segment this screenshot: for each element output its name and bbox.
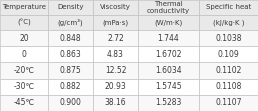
Bar — [48, 62, 93, 79]
Text: 38.16: 38.16 — [105, 98, 126, 107]
Text: 2.72: 2.72 — [107, 34, 124, 43]
Bar — [93, 79, 138, 95]
Text: 1.744: 1.744 — [157, 34, 179, 43]
Bar — [0, 95, 48, 111]
Bar — [0, 15, 48, 30]
Bar — [199, 46, 258, 62]
Bar — [138, 46, 199, 62]
Bar — [199, 0, 258, 15]
Bar — [138, 0, 199, 15]
Bar — [93, 62, 138, 79]
Text: 0.875: 0.875 — [59, 66, 81, 75]
Bar — [48, 79, 93, 95]
Bar — [48, 95, 93, 111]
Text: (kJ/kg·K ): (kJ/kg·K ) — [213, 19, 244, 26]
Text: -20℃: -20℃ — [13, 66, 34, 75]
Text: 20: 20 — [19, 34, 29, 43]
Bar — [199, 30, 258, 46]
Bar — [138, 15, 199, 30]
Text: 12.52: 12.52 — [105, 66, 126, 75]
Bar — [48, 46, 93, 62]
Text: 20.93: 20.93 — [104, 82, 126, 91]
Text: (W/m·K): (W/m·K) — [154, 19, 182, 26]
Bar — [0, 46, 48, 62]
Bar — [138, 62, 199, 79]
Text: 0.863: 0.863 — [59, 50, 81, 59]
Bar — [0, 0, 48, 15]
Bar — [93, 15, 138, 30]
Text: Viscosity: Viscosity — [100, 4, 131, 11]
Bar — [93, 95, 138, 111]
Text: 0.1108: 0.1108 — [215, 82, 241, 91]
Bar — [0, 79, 48, 95]
Text: 0.900: 0.900 — [59, 98, 81, 107]
Text: Specific heat: Specific heat — [206, 4, 251, 11]
Text: 1.6034: 1.6034 — [155, 66, 182, 75]
Text: (°C): (°C) — [17, 19, 31, 26]
Bar — [199, 95, 258, 111]
Bar — [138, 95, 199, 111]
Bar — [138, 79, 199, 95]
Bar — [93, 30, 138, 46]
Bar — [199, 62, 258, 79]
Text: 0.848: 0.848 — [60, 34, 81, 43]
Text: 0.1102: 0.1102 — [215, 66, 241, 75]
Text: Thermal
conductivity: Thermal conductivity — [147, 1, 190, 14]
Bar — [93, 0, 138, 15]
Text: Density: Density — [57, 4, 84, 11]
Text: Temperature: Temperature — [2, 4, 46, 11]
Text: -30℃: -30℃ — [13, 82, 34, 91]
Bar — [0, 30, 48, 46]
Text: 0.1107: 0.1107 — [215, 98, 241, 107]
Bar — [0, 62, 48, 79]
Bar — [138, 30, 199, 46]
Text: 1.5745: 1.5745 — [155, 82, 182, 91]
Bar — [48, 15, 93, 30]
Text: -45℃: -45℃ — [13, 98, 34, 107]
Text: 0.1038: 0.1038 — [215, 34, 241, 43]
Text: 1.6702: 1.6702 — [155, 50, 182, 59]
Text: 0.109: 0.109 — [217, 50, 239, 59]
Bar — [199, 15, 258, 30]
Bar — [48, 30, 93, 46]
Bar — [48, 0, 93, 15]
Bar — [199, 79, 258, 95]
Text: (mPa·s): (mPa·s) — [102, 19, 128, 26]
Text: (g/cm³): (g/cm³) — [58, 19, 83, 26]
Text: 4.83: 4.83 — [107, 50, 124, 59]
Text: 1.5283: 1.5283 — [155, 98, 182, 107]
Text: 0.882: 0.882 — [60, 82, 81, 91]
Text: 0: 0 — [21, 50, 26, 59]
Bar — [93, 46, 138, 62]
